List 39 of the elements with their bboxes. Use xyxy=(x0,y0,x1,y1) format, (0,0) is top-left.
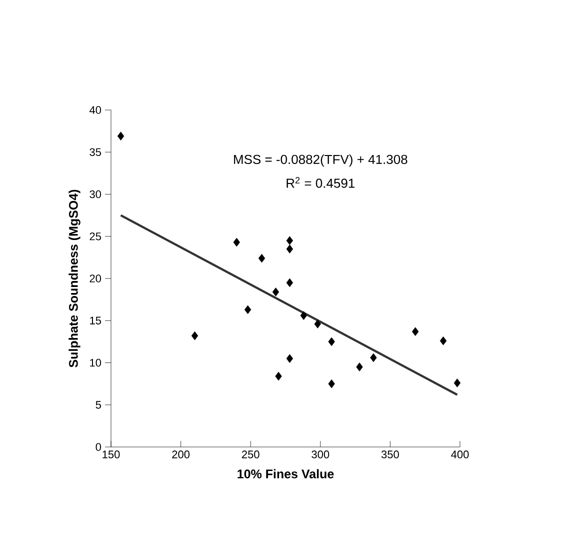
y-tick-label: 35 xyxy=(90,148,101,156)
point xyxy=(300,311,307,320)
point xyxy=(370,353,377,362)
y-tick-label: 25 xyxy=(90,232,101,240)
point xyxy=(328,379,335,388)
y-axis-title: Sulphate Soundness (MgSO4) xyxy=(68,190,80,368)
point xyxy=(286,236,294,245)
annotation: MSS = -0.0882(TFV) + 41.308 xyxy=(234,154,408,167)
x-tick-label: 400 xyxy=(451,450,469,458)
point xyxy=(258,254,266,263)
y-tick-label: 40 xyxy=(89,106,102,114)
y-tick-label: 30 xyxy=(90,190,102,198)
y-tick-label: 0 xyxy=(96,443,102,451)
point xyxy=(440,336,447,346)
point xyxy=(275,372,282,381)
x-tick-label: 300 xyxy=(312,450,330,458)
x-axis-title: 10% Fines Value xyxy=(238,469,334,478)
point xyxy=(117,132,124,141)
point xyxy=(314,320,321,328)
point xyxy=(328,337,335,346)
point xyxy=(286,354,294,363)
point xyxy=(412,327,419,336)
y-tick-label: 10 xyxy=(90,358,102,367)
point xyxy=(286,244,294,254)
point xyxy=(233,238,240,247)
point xyxy=(356,362,363,372)
point xyxy=(286,278,294,288)
x-tick-label: 200 xyxy=(172,450,190,458)
point xyxy=(244,305,252,314)
point xyxy=(272,288,280,296)
y-tick-label: 5 xyxy=(96,401,101,409)
y-tick-label: 20 xyxy=(90,274,102,282)
point xyxy=(454,378,461,388)
x-tick-label: 350 xyxy=(381,450,399,458)
point xyxy=(191,331,198,340)
annotation: R$^{2}$ = 0.4591 xyxy=(286,177,355,188)
x-tick-label: 250 xyxy=(242,450,260,458)
x-tick-label: 150 xyxy=(102,450,120,458)
y-tick-label: 15 xyxy=(90,316,101,324)
